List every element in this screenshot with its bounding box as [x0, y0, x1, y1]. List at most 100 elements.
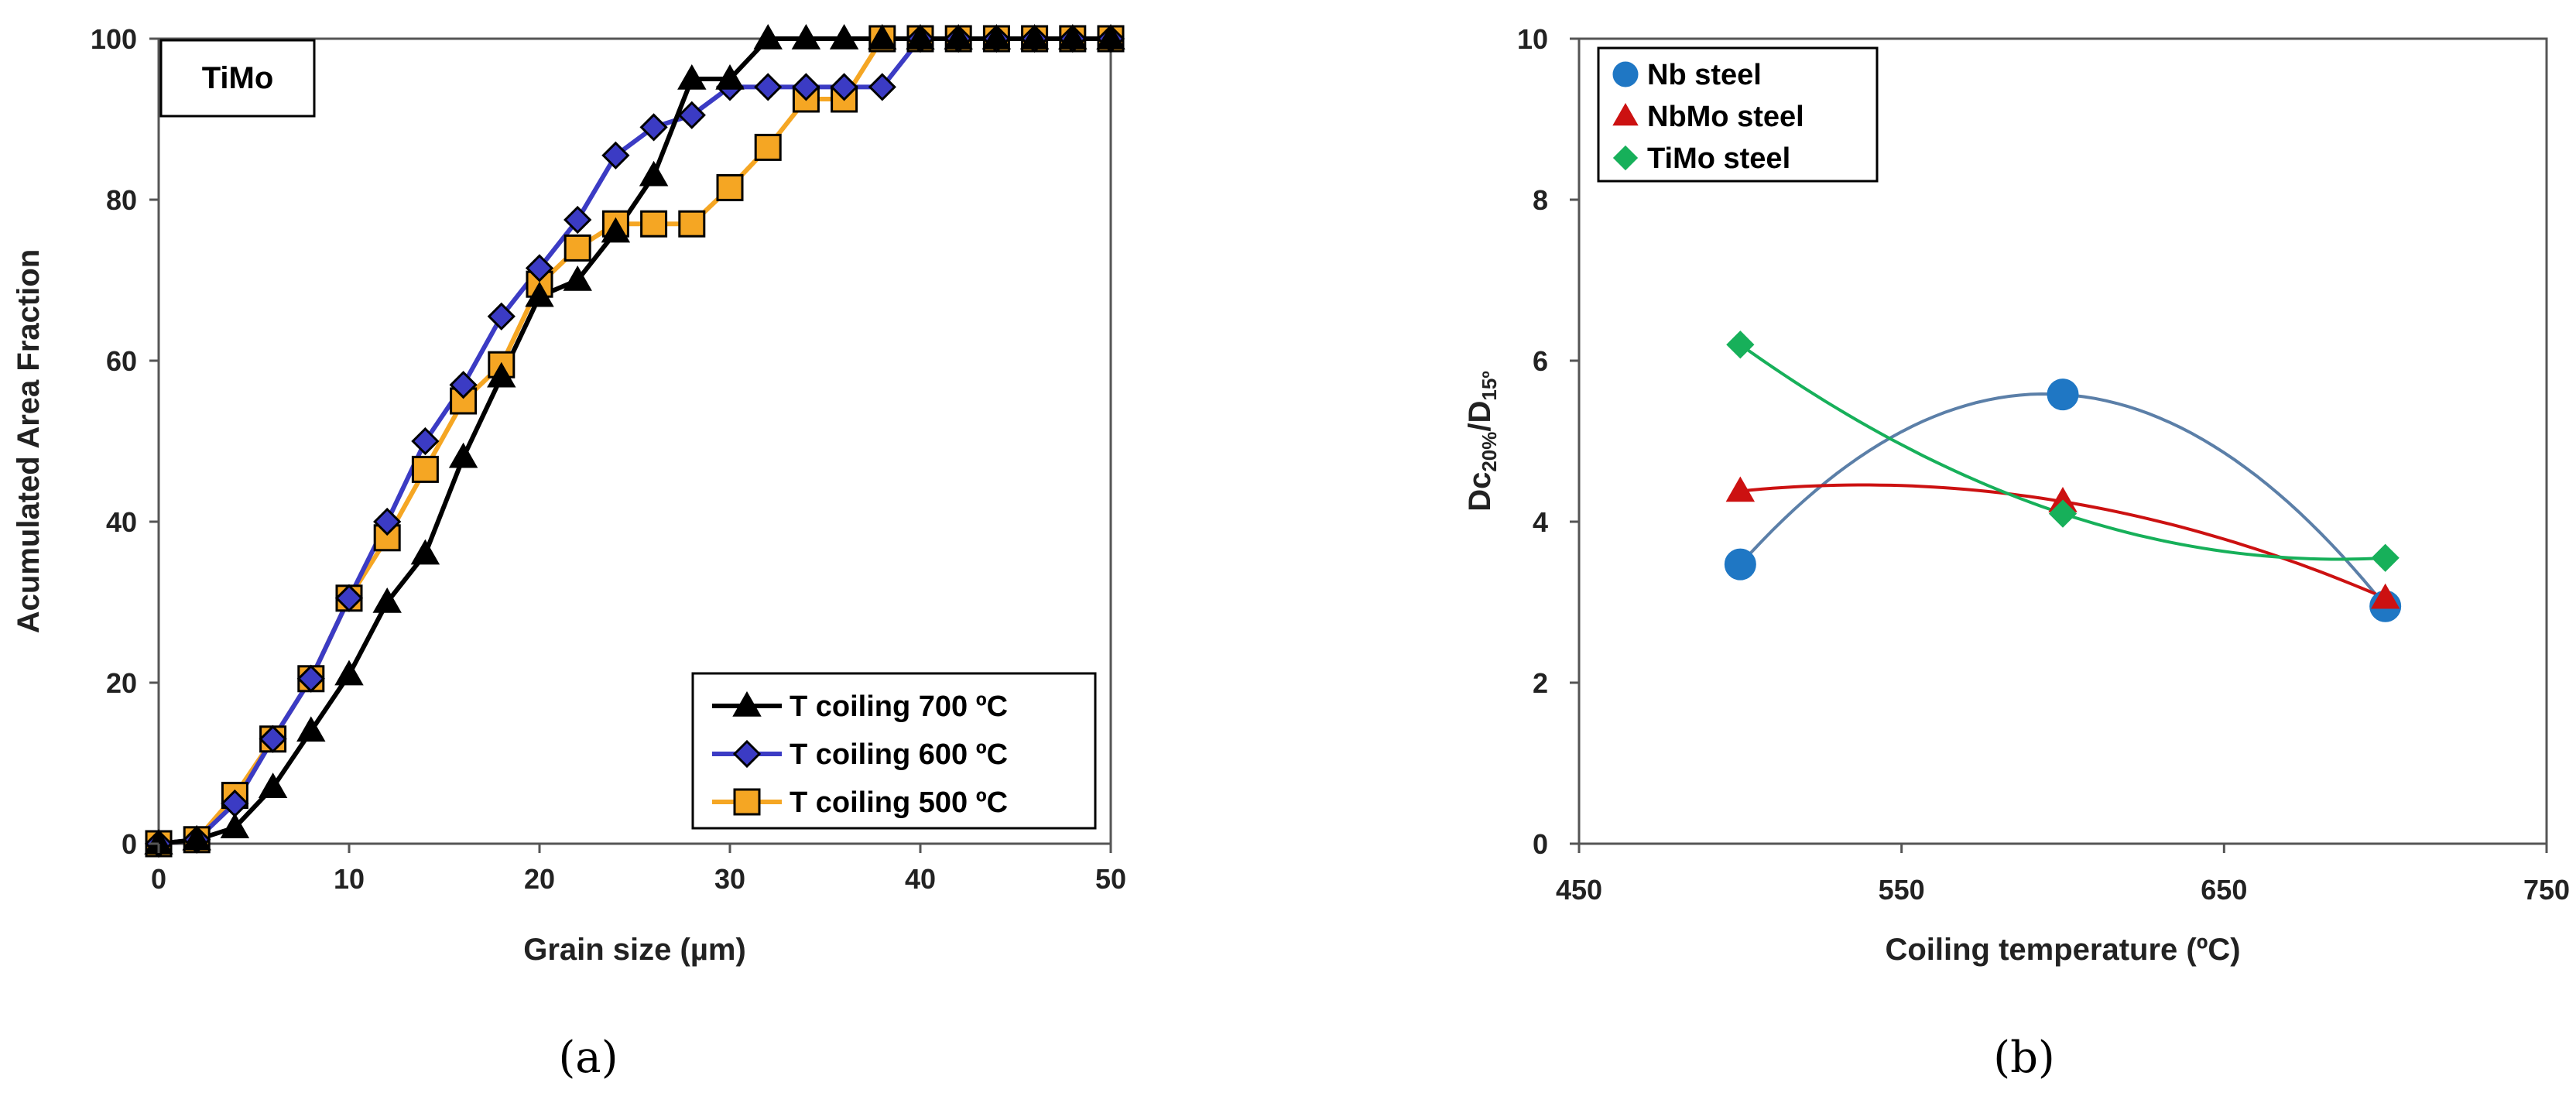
panel-b-y-tick-label: 2: [1533, 667, 1548, 699]
panel-a-data-point: [639, 113, 668, 142]
panel-b-data-point: [1724, 548, 1756, 581]
panel-a-data-point: [449, 371, 478, 399]
panel-a-legend-marker: [732, 690, 762, 717]
panel-a-data-point: [296, 664, 325, 693]
panel-a-data-point: [258, 772, 288, 798]
panel-a-data-point: [563, 265, 592, 291]
y-label-main: Dc: [1463, 472, 1497, 512]
panel-b-legend-marker: [1612, 102, 1639, 126]
panel-a-data-point: [981, 23, 1012, 50]
panel-a-y-tick-label: 60: [106, 345, 137, 377]
panel-b-chart: 450 550 650 750 0 2 4 6 8 10 Coiling temperature …: [1463, 23, 2570, 1083]
panel-a-x-tick-label: 0: [151, 863, 166, 895]
panel-a-data-point: [411, 455, 439, 483]
panel-a-data-point: [525, 254, 554, 283]
panel-a-data-point: [411, 426, 440, 456]
panel-a-data-point: [373, 507, 402, 536]
panel-a-legend-marker: [733, 788, 761, 816]
panel-b-x-tick-label: 450: [1556, 874, 1602, 906]
panel-a-legend-label: T coiling 700 ºC: [790, 690, 1008, 723]
panel-b-data-point: [2047, 379, 2079, 411]
panel-a-data-point: [487, 361, 516, 388]
panel-a-data-point: [564, 205, 592, 235]
panel-a-data-point: [525, 281, 554, 307]
panel-b-data-point: [1726, 331, 1755, 359]
panel-a-data-point: [792, 73, 820, 101]
panel-a-data-point: [601, 217, 631, 243]
panel-b-y-tick-label: 0: [1533, 828, 1548, 860]
panel-a-legend: T coiling 700 ºC T coiling 600 ºC T coilin…: [691, 672, 1097, 830]
panel-a-caption: (a): [558, 1033, 618, 1083]
panel-a-data-point: [868, 23, 897, 50]
panel-a-data-point: [830, 73, 858, 101]
panel-b-legend-label: NbMo steel: [1647, 101, 1804, 133]
panel-a-x-tick-label: 10: [334, 863, 365, 895]
y-label-mid: /D: [1463, 401, 1497, 432]
panel-a-data-point: [1058, 23, 1088, 50]
panel-a-legend-marker: [732, 739, 762, 769]
panel-b-x-tick-label: 750: [2523, 874, 2570, 906]
panel-b-y-tick-label: 8: [1533, 184, 1548, 216]
panel-a-data-point: [601, 141, 630, 170]
panel-b-x-axis-label: Coiling temperature (ºC): [1885, 933, 2240, 967]
panel-a-data-point: [753, 23, 783, 50]
panel-b-y-axis-label: Dc20%/D15º: [1463, 371, 1501, 512]
panel-a-y-tick-label: 20: [106, 667, 137, 699]
panel-a-data-point: [754, 133, 782, 161]
panel-a-data-point: [640, 210, 668, 238]
panel-a-data-point: [450, 387, 478, 415]
panel-a-data-point: [678, 210, 706, 238]
panel-b-y-tick-label: 10: [1517, 23, 1548, 55]
panel-a-data-point: [220, 813, 250, 838]
panel-a-data-point: [372, 587, 402, 613]
panel-a-data-point: [144, 828, 173, 855]
panel-b-data-point: [1725, 476, 1756, 502]
panel-a-x-axis-label: Grain size (µm): [523, 933, 746, 967]
y-label-sub-1: 20%: [1478, 432, 1501, 472]
panel-a-data-point: [716, 173, 744, 201]
panel-a-data-point: [410, 539, 440, 565]
panel-b-legend-marker: [1612, 61, 1639, 87]
panel-a-data-point: [754, 73, 783, 101]
panel-a-data-point: [448, 442, 478, 468]
y-label-sub-2: 15º: [1478, 371, 1501, 401]
panel-a-x-tick-label: 20: [524, 863, 555, 895]
panel-a-inset-box: [159, 39, 316, 118]
panel-b-x-tick-label: 550: [1879, 874, 1925, 906]
panel-a-legend-label: T coiling 600 ºC: [790, 738, 1008, 771]
panel-a-data-point: [564, 234, 591, 262]
panel-a-data-point: [677, 101, 706, 129]
panel-b-data-point: [2370, 583, 2400, 609]
panel-a-data-point: [677, 63, 707, 90]
panel-a-chart: 0 10 20 30 40 50 0 20 40 60 80 100 TiMo Grain size …: [12, 23, 1126, 1083]
panel-a-data-point: [639, 160, 669, 187]
panel-a-data-point: [906, 23, 935, 50]
panel-b-y-tick-label: 4: [1533, 506, 1548, 538]
panel-a-y-tick-label: 0: [122, 828, 137, 860]
panel-a-data-point: [182, 824, 211, 851]
panel-b-y-tick-label: 6: [1533, 345, 1548, 377]
panel-b-legend-marker: [1612, 145, 1639, 171]
panel-a-y-tick-label: 80: [106, 184, 137, 216]
panel-a-data-point: [487, 302, 516, 331]
panel-b-legend-box: [1597, 46, 1879, 183]
panel-b-legend: Nb steel NbMo steel TiMo steel: [1597, 46, 1879, 183]
panel-a-data-point: [791, 23, 821, 50]
panel-b-legend-label: Nb steel: [1647, 59, 1762, 91]
panel-b-caption: (b): [1993, 1033, 2055, 1083]
panel-a-inset-label: TiMo: [202, 61, 274, 95]
panel-b-x-tick-label: 650: [2201, 874, 2247, 906]
panel-a-data-point: [944, 23, 973, 50]
panel-a-legend-label: T coiling 500 ºC: [790, 786, 1008, 819]
panel-a-y-tick-label: 100: [91, 23, 137, 55]
panel-a-data-point: [868, 73, 896, 101]
panel-a-data-point: [1019, 23, 1050, 50]
panel-b-data-point: [2371, 543, 2400, 572]
panel-b-data-point: [2048, 499, 2078, 528]
panel-a-x-tick-label: 50: [1095, 863, 1126, 895]
panel-b-plot-frame: [1577, 37, 2548, 845]
panel-a-x-tick-label: 40: [905, 863, 936, 895]
panel-a-data-point: [1096, 23, 1125, 50]
panel-a-y-tick-label: 40: [106, 506, 137, 538]
